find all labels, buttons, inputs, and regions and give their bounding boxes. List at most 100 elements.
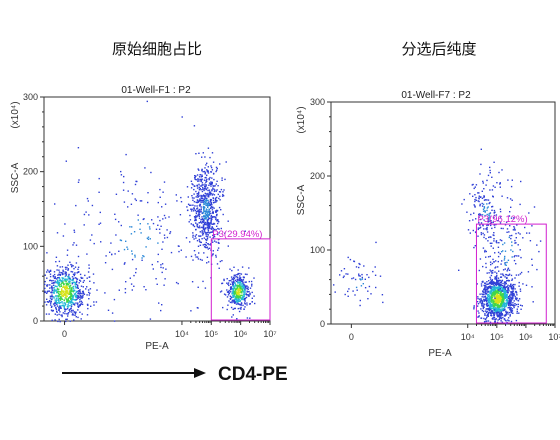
scatter-point	[497, 304, 499, 307]
scatter-point	[162, 191, 164, 193]
scatter-point	[504, 290, 507, 292]
scatter-point	[516, 255, 518, 257]
scatter-point	[118, 289, 120, 291]
scatter-point	[515, 292, 518, 294]
scatter-point	[213, 236, 216, 238]
scatter-point	[499, 210, 502, 213]
scatter-point	[199, 185, 201, 187]
scatter-point	[155, 228, 158, 230]
scatter-point	[48, 313, 50, 315]
y-tick-label: 100	[310, 245, 325, 255]
scatter-point	[518, 312, 520, 314]
scatter-point	[511, 298, 513, 301]
scatter-point	[511, 256, 513, 258]
scatter-point	[211, 227, 213, 229]
scatter-point	[49, 270, 52, 272]
scatter-point	[216, 220, 218, 222]
scatter-point	[536, 268, 538, 271]
scatter-point	[492, 258, 494, 261]
scatter-point	[239, 277, 242, 279]
scatter-point	[204, 192, 206, 195]
scatter-point	[485, 284, 487, 286]
scatter-point	[240, 306, 242, 309]
scatter-point	[59, 293, 61, 296]
x-tick-label: 10⁴	[175, 329, 189, 339]
scatter-point	[64, 297, 66, 299]
scatter-point	[484, 293, 487, 295]
scatter-point	[229, 298, 232, 300]
scatter-point	[500, 299, 503, 301]
scatter-point	[474, 194, 476, 196]
scatter-point	[492, 185, 495, 187]
scatter-point	[497, 316, 499, 318]
scatter-point	[125, 153, 127, 156]
right-y-axis-label: SSC-A	[296, 184, 307, 215]
scatter-point	[216, 200, 218, 202]
scatter-point	[70, 307, 72, 309]
scatter-point	[480, 285, 483, 287]
scatter-point	[204, 173, 206, 175]
scatter-point	[207, 218, 210, 221]
scatter-point	[501, 287, 503, 289]
scatter-point	[188, 204, 191, 206]
scatter-point	[494, 290, 496, 293]
scatter-point	[215, 256, 217, 258]
scatter-point	[227, 220, 229, 222]
scatter-point	[61, 304, 63, 307]
scatter-point	[205, 179, 207, 182]
scatter-point	[230, 291, 232, 293]
scatter-point	[65, 268, 67, 270]
scatter-point	[495, 292, 497, 295]
scatter-point	[475, 196, 477, 199]
scatter-point	[58, 307, 60, 309]
scatter-point	[66, 313, 68, 315]
scatter-point	[73, 229, 75, 231]
left-y-axis-label: SSC-A	[10, 162, 21, 193]
scatter-point	[494, 321, 496, 323]
scatter-point	[79, 311, 81, 313]
scatter-point	[483, 207, 486, 209]
scatter-point	[204, 231, 206, 233]
scatter-point	[69, 291, 71, 293]
scatter-point	[193, 188, 195, 191]
scatter-point	[499, 186, 501, 188]
scatter-point	[232, 283, 234, 285]
scatter-point	[193, 250, 196, 252]
scatter-point	[206, 162, 208, 164]
scatter-point	[190, 204, 192, 206]
scatter-point	[480, 317, 483, 319]
scatter-point	[498, 313, 501, 315]
scatter-point	[504, 283, 506, 286]
scatter-point	[234, 307, 236, 310]
scatter-point	[501, 306, 503, 308]
scatter-point	[243, 294, 245, 296]
scatter-point	[502, 274, 505, 277]
scatter-point	[479, 203, 481, 206]
scatter-point	[511, 234, 513, 237]
scatter-point	[58, 277, 61, 279]
scatter-point	[479, 258, 482, 260]
scatter-point	[498, 315, 500, 318]
scatter-point	[198, 169, 200, 171]
scatter-point	[61, 272, 63, 274]
scatter-point	[199, 244, 202, 246]
scatter-point	[120, 224, 122, 227]
scatter-point	[80, 285, 83, 287]
scatter-point	[497, 298, 499, 301]
scatter-point	[67, 304, 69, 306]
scatter-point	[482, 225, 484, 227]
scatter-point	[479, 205, 481, 207]
scatter-point	[62, 295, 64, 297]
scatter-point	[531, 286, 533, 288]
scatter-point	[161, 271, 163, 274]
scatter-point	[54, 277, 56, 280]
scatter-point	[161, 263, 164, 265]
scatter-point	[499, 208, 502, 210]
scatter-point	[67, 275, 69, 278]
scatter-point	[484, 249, 486, 252]
scatter-point	[135, 268, 137, 270]
scatter-point	[77, 297, 79, 299]
scatter-point	[482, 280, 484, 283]
scatter-point	[497, 255, 500, 258]
